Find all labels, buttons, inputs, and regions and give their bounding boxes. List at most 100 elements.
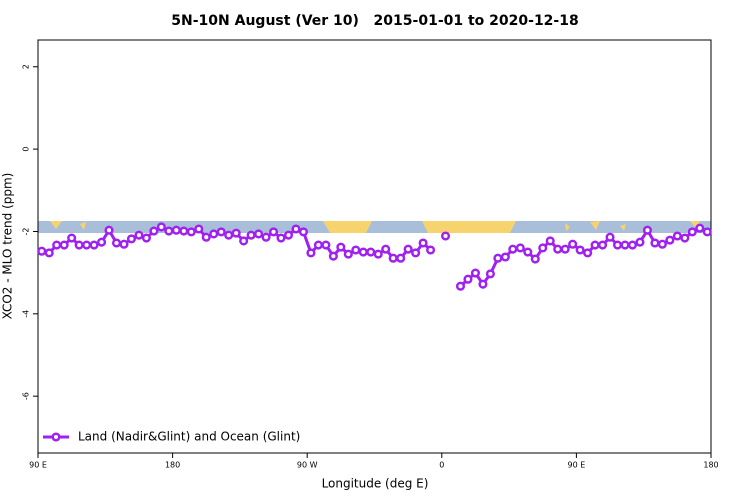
- x-tick-label: 180: [165, 461, 180, 470]
- data-point: [37, 246, 47, 256]
- data-point: [598, 240, 608, 250]
- data-point: [373, 249, 383, 259]
- data-point: [612, 240, 623, 250]
- data-point: [605, 232, 615, 242]
- data-point: [276, 233, 286, 243]
- map-strip: [38, 221, 711, 233]
- legend-marker: [51, 432, 61, 442]
- data-point: [261, 232, 271, 242]
- data-point: [134, 230, 144, 240]
- data-point: [657, 239, 667, 249]
- data-point: [201, 232, 211, 242]
- data-point: [291, 224, 301, 234]
- data-point: [396, 253, 406, 263]
- data-point: [164, 226, 174, 236]
- data-point: [575, 245, 585, 255]
- data-point: [455, 281, 466, 291]
- data-point: [343, 249, 353, 259]
- data-point: [246, 230, 256, 240]
- data-point: [224, 230, 234, 240]
- y-tick-label: -4: [22, 310, 31, 318]
- data-point: [515, 243, 525, 253]
- data-point: [553, 244, 563, 254]
- data-point: [388, 253, 398, 263]
- data-point: [583, 248, 593, 258]
- data-point: [687, 227, 697, 237]
- data-point: [418, 238, 428, 248]
- data-point: [119, 239, 129, 249]
- x-tick-label: 90 W: [297, 461, 318, 470]
- data-point: [194, 224, 204, 234]
- data-point: [269, 227, 279, 237]
- x-tick-label: 0: [439, 461, 444, 470]
- data-point: [179, 226, 189, 236]
- data-point: [672, 231, 682, 241]
- data-point: [328, 251, 338, 261]
- data-point: [283, 230, 294, 240]
- data-point: [627, 240, 638, 250]
- data-point: [665, 235, 675, 245]
- data-point: [216, 227, 226, 237]
- data-point: [568, 239, 578, 249]
- data-point: [239, 236, 249, 246]
- data-point: [366, 247, 376, 257]
- data-point: [209, 229, 219, 239]
- data-point: [508, 244, 518, 254]
- data-point: [141, 233, 151, 243]
- data-point: [358, 247, 368, 257]
- data-point: [642, 225, 652, 235]
- data-point: [470, 268, 481, 278]
- data-point: [254, 229, 264, 239]
- data-point: [620, 240, 630, 250]
- data-point: [59, 240, 69, 250]
- data-point: [156, 222, 166, 232]
- data-point: [298, 227, 309, 237]
- data-point: [530, 254, 540, 264]
- data-point: [126, 234, 137, 244]
- x-tick-label: 180: [703, 461, 718, 470]
- y-tick-label: 2: [22, 64, 31, 69]
- data-point: [186, 227, 196, 237]
- data-point: [351, 245, 361, 255]
- y-tick-label: 0: [22, 147, 31, 152]
- data-point: [89, 240, 99, 250]
- x-tick-label: 90 E: [29, 461, 47, 470]
- data-point: [500, 252, 510, 262]
- data-point: [67, 233, 77, 243]
- chart-title: 5N-10N August (Ver 10) 2015-01-01 to 202…: [171, 13, 578, 29]
- data-point: [440, 231, 451, 241]
- x-axis-label: Longitude (deg E): [322, 477, 429, 491]
- data-point: [478, 279, 488, 289]
- y-tick-label: -2: [22, 227, 31, 235]
- data-point: [82, 240, 92, 250]
- data-point: [313, 240, 323, 250]
- data-point: [231, 228, 241, 238]
- data-point: [426, 245, 436, 255]
- data-point: [635, 237, 645, 247]
- data-point: [680, 233, 690, 243]
- data-point: [650, 238, 660, 248]
- data-point: [44, 248, 54, 258]
- data-point: [306, 248, 316, 258]
- data-point: [52, 240, 62, 250]
- data-point: [381, 244, 391, 254]
- data-point: [702, 227, 712, 237]
- data-point: [545, 236, 555, 246]
- x-tick-label: 90 E: [568, 461, 586, 470]
- y-axis-label: XCO2 - MLO trend (ppm): [1, 173, 15, 320]
- data-point: [171, 225, 181, 235]
- data-point: [111, 238, 122, 248]
- data-point: [493, 253, 503, 263]
- y-tick-label: -6: [22, 392, 31, 400]
- data-point: [411, 248, 421, 258]
- data-point: [74, 240, 84, 250]
- data-point: [403, 244, 413, 254]
- plot-frame: [37, 39, 712, 454]
- legend-label: Land (Nadir&Glint) and Ocean (Glint): [78, 430, 300, 444]
- data-point: [336, 242, 346, 252]
- data-point: [485, 269, 495, 279]
- data-point: [149, 226, 159, 236]
- data-point: [104, 225, 114, 235]
